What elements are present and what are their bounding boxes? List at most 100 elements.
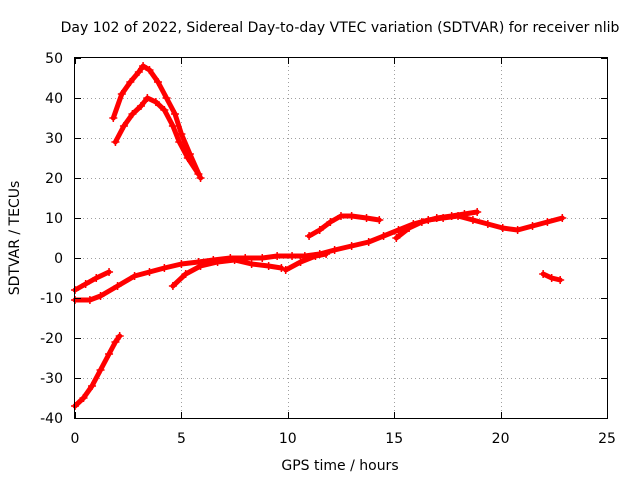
data-point (273, 252, 282, 260)
x-axis-label: GPS time / hours (281, 458, 398, 474)
data-point (347, 212, 356, 220)
data-point (392, 234, 401, 242)
data-point (473, 208, 482, 216)
data-point (88, 382, 97, 390)
series-track-a (110, 63, 204, 181)
y-tick-label: 0 (54, 251, 63, 267)
series-track-d (72, 269, 112, 293)
data-point (160, 106, 169, 114)
data-point (322, 250, 331, 258)
data-point (111, 338, 120, 346)
data-point (379, 232, 388, 240)
data-point (126, 78, 135, 86)
data-point (177, 260, 186, 268)
data-point (513, 226, 522, 234)
data-point (96, 366, 105, 374)
data-point (337, 212, 345, 220)
data-point (347, 242, 356, 250)
data-point (296, 258, 305, 266)
y-tick-label: 30 (45, 131, 63, 147)
data-point (168, 282, 177, 290)
data-point (558, 214, 567, 222)
y-tick-label: -30 (40, 371, 63, 387)
data-point (468, 216, 477, 224)
data-point (143, 94, 152, 102)
data-point (539, 270, 548, 278)
data-point (230, 256, 239, 264)
data-point (305, 232, 314, 240)
data-point (405, 224, 414, 232)
data-point (111, 138, 120, 146)
data-point (264, 262, 273, 270)
x-tick-label: 25 (598, 431, 616, 447)
data-point (181, 270, 190, 278)
plot-frame (74, 57, 608, 419)
data-point (362, 214, 371, 222)
data-point (175, 138, 184, 146)
data-point (364, 238, 373, 246)
data-series (71, 62, 567, 410)
data-point (81, 280, 90, 288)
data-point (145, 66, 154, 74)
data-point (258, 254, 267, 262)
data-point (105, 268, 114, 276)
y-tick-label: 50 (45, 51, 63, 67)
data-point (543, 218, 552, 226)
y-tick-label: 40 (45, 91, 63, 107)
data-point (326, 218, 335, 226)
data-point (92, 274, 101, 282)
data-point (136, 102, 145, 110)
data-point (483, 220, 492, 228)
y-tick-label: 10 (45, 211, 63, 227)
data-point (85, 296, 94, 304)
data-point (162, 94, 171, 102)
data-point (213, 258, 222, 266)
y-tick-label: -10 (40, 291, 63, 307)
y-tick-label: 20 (45, 171, 63, 187)
data-point (160, 264, 169, 272)
data-point (528, 222, 537, 230)
series-track-c (72, 333, 123, 409)
data-point (168, 122, 177, 130)
data-point (196, 262, 205, 270)
x-tick-label: 5 (177, 431, 186, 447)
data-point (247, 260, 256, 268)
data-point (417, 218, 426, 226)
data-point (105, 350, 114, 358)
x-tick-label: 15 (385, 431, 403, 447)
data-point (151, 98, 160, 106)
data-point (330, 246, 339, 254)
data-point (394, 226, 403, 234)
data-point (311, 252, 320, 260)
data-point (134, 68, 143, 76)
grid (75, 58, 607, 418)
chart-title: Day 102 of 2022, Sidereal Day-to-day VTE… (61, 20, 620, 36)
data-point (153, 78, 162, 86)
data-point (139, 62, 148, 70)
data-point (119, 122, 128, 130)
data-point (109, 114, 118, 122)
y-tick-label: -40 (40, 411, 63, 427)
data-point (432, 214, 441, 222)
data-point (183, 154, 192, 162)
x-tick-label: 0 (71, 431, 80, 447)
data-point (281, 266, 290, 274)
data-point (547, 274, 556, 282)
data-point (375, 216, 384, 224)
y-axis-label: SDTVAR / TECUs (7, 181, 23, 296)
data-point (145, 268, 154, 276)
x-tick-label: 10 (279, 431, 297, 447)
series-track-b (112, 95, 201, 177)
series-track-g (283, 251, 329, 273)
data-point (556, 276, 565, 284)
axis-ticks: 0 5 10 15 20 25 -40 -30 -20 -10 0 10 20 30 40 50 (40, 51, 616, 447)
data-point (130, 272, 139, 280)
data-point (447, 212, 456, 220)
x-tick-label: 20 (492, 431, 510, 447)
data-point (79, 394, 88, 402)
data-point (171, 110, 180, 118)
data-point (194, 170, 203, 178)
y-tick-label: -20 (40, 331, 63, 347)
data-point (113, 282, 122, 290)
